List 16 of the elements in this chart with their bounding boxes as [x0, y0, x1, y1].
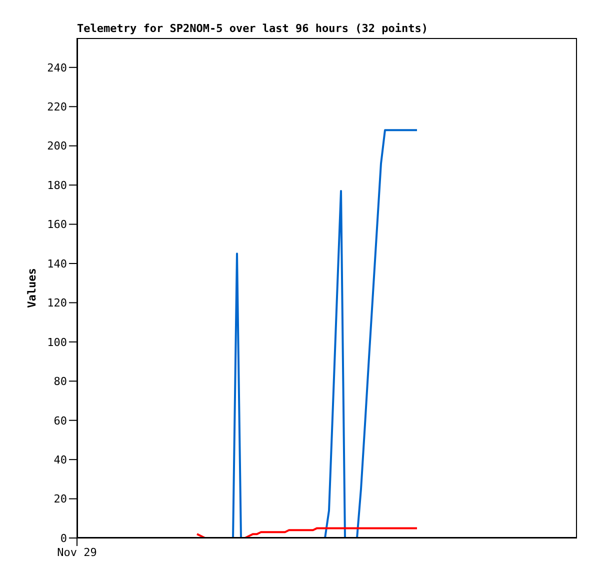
y-tick-label: 220 — [47, 100, 67, 114]
y-tick-label: 140 — [47, 257, 67, 270]
y-tick-label: 160 — [47, 218, 67, 232]
x-tick-label: Nov 29 — [57, 546, 97, 559]
y-tick-label: 240 — [47, 61, 67, 74]
y-tick-label: 80 — [54, 375, 67, 388]
y-tick-label: 200 — [47, 140, 67, 153]
y-tick-label: 100 — [47, 336, 67, 349]
y-tick-label: 180 — [47, 178, 67, 192]
y-tick-label: 120 — [47, 296, 67, 310]
y-tick-label: 0 — [60, 532, 67, 545]
y-axis-title: Values — [26, 268, 38, 308]
y-tick-label: 60 — [54, 414, 67, 428]
y-tick-label: 40 — [54, 453, 67, 466]
chart-title: Telemetry for SP2NOM-5 over last 96 hours (32 points) — [77, 22, 428, 35]
y-tick-label: 20 — [54, 492, 67, 506]
